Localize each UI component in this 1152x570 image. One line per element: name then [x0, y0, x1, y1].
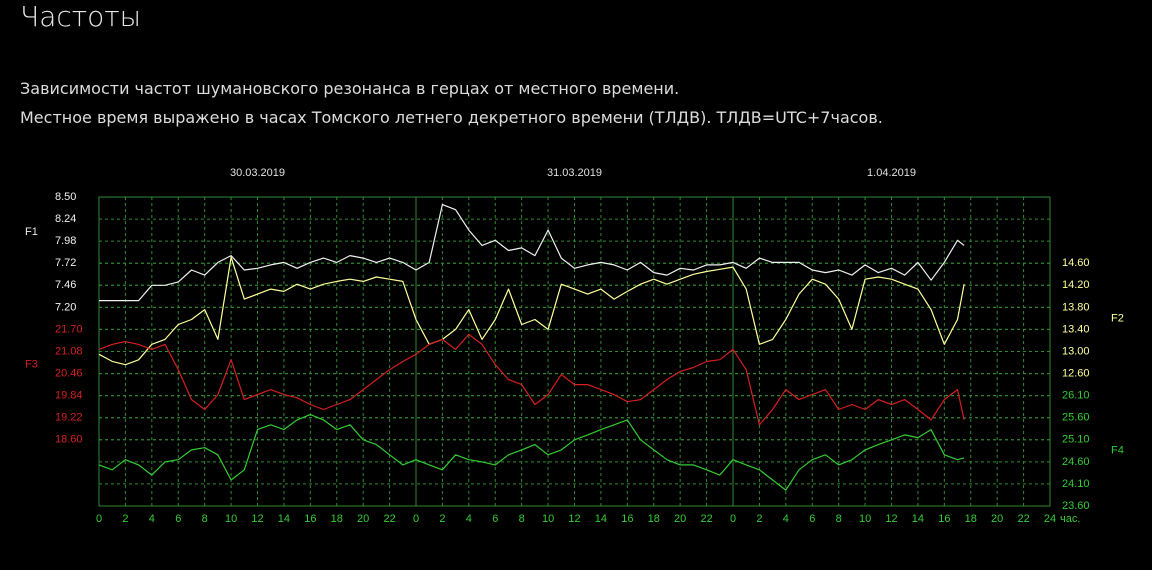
- y-tick-label: 18.60: [55, 434, 83, 446]
- x-tick-label: 6: [492, 513, 498, 525]
- y-tick-label: 12.60: [1062, 367, 1090, 379]
- plot-border: [98, 196, 1051, 507]
- x-tick-label: 16: [621, 513, 633, 525]
- x-tick-label: 18: [648, 513, 660, 525]
- y-tick-label: 14.20: [1062, 279, 1090, 291]
- x-tick-label: 12: [568, 513, 580, 525]
- y-tick-label: 7.20: [55, 301, 76, 313]
- x-tick-label: 10: [225, 513, 237, 525]
- y-tick-label: 13.00: [1062, 345, 1090, 357]
- x-tick-label: 4: [466, 513, 472, 525]
- date-label: 1.04.2019: [867, 167, 916, 179]
- axis-label: F2: [1111, 312, 1124, 324]
- axis-label: F4: [1111, 445, 1124, 457]
- x-tick-label: 12: [251, 513, 263, 525]
- x-tick-label: 16: [304, 513, 316, 525]
- axis-label: F3: [25, 359, 38, 371]
- x-tick-label: 14: [595, 513, 607, 525]
- x-tick-label: 0: [96, 513, 102, 525]
- x-tick-label: 2: [439, 513, 445, 525]
- x-tick-label: 22: [1017, 513, 1029, 525]
- x-tick-label: 20: [357, 513, 369, 525]
- x-tick-label: 20: [674, 513, 686, 525]
- x-tick-label: 22: [700, 513, 712, 525]
- x-tick-label: 12: [885, 513, 897, 525]
- series-line: [99, 204, 965, 302]
- y-tick-label: 26.10: [1062, 390, 1090, 402]
- series-line: [98, 414, 965, 491]
- x-tick-label: 8: [836, 513, 842, 525]
- x-tick-label: 18: [331, 513, 343, 525]
- x-tick-label: 10: [859, 513, 871, 525]
- x-tick-label: 4: [783, 513, 789, 525]
- y-tick-label: 21.70: [55, 323, 83, 335]
- x-tick-label: 8: [519, 513, 525, 525]
- x-tick-label: 14: [912, 513, 924, 525]
- y-tick-label: 14.60: [1062, 257, 1090, 269]
- y-tick-label: 7.72: [55, 257, 76, 269]
- axis-label: F1: [25, 226, 38, 238]
- x-tick-label: 4: [149, 513, 155, 525]
- y-tick-label: 8.50: [55, 191, 76, 203]
- x-tick-label: 10: [542, 513, 554, 525]
- y-tick-label: 19.22: [55, 412, 83, 424]
- x-tick-label: 2: [122, 513, 128, 525]
- x-tick-label: 24: [1044, 513, 1056, 525]
- description-line: Местное время выражено в часах Томского …: [20, 108, 883, 127]
- y-tick-label: 8.24: [55, 213, 76, 225]
- y-tick-label: 7.98: [55, 235, 76, 247]
- y-tick-label: 7.46: [55, 279, 76, 291]
- x-tick-label: 6: [809, 513, 815, 525]
- x-tick-label: 8: [202, 513, 208, 525]
- y-tick-label: 21.08: [55, 345, 83, 357]
- page-title: Частоты: [20, 0, 142, 33]
- y-tick-label: 13.40: [1062, 323, 1090, 335]
- y-tick-label: 19.84: [55, 390, 83, 402]
- x-tick-label: 2: [756, 513, 762, 525]
- x-axis-unit: час.: [1060, 513, 1080, 525]
- y-tick-label: 25.60: [1062, 412, 1090, 424]
- description-line: Зависимости частот шумановского резонанс…: [20, 79, 680, 98]
- x-tick-label: 0: [413, 513, 419, 525]
- x-tick-label: 0: [730, 513, 736, 525]
- y-tick-label: 25.10: [1062, 434, 1090, 446]
- y-tick-label: 13.80: [1062, 301, 1090, 313]
- y-tick-label: 24.10: [1062, 478, 1090, 490]
- x-tick-label: 18: [965, 513, 977, 525]
- x-tick-label: 16: [938, 513, 950, 525]
- date-label: 31.03.2019: [547, 167, 602, 179]
- series-line: [98, 256, 965, 366]
- y-tick-label: 24.60: [1062, 456, 1090, 468]
- date-label: 30.03.2019: [230, 167, 285, 179]
- y-tick-label: 23.60: [1062, 500, 1090, 512]
- x-tick-label: 14: [278, 513, 290, 525]
- series-line: [98, 333, 965, 426]
- x-tick-label: 20: [991, 513, 1003, 525]
- x-tick-label: 6: [175, 513, 181, 525]
- y-tick-label: 20.46: [55, 367, 83, 379]
- x-tick-label: 22: [383, 513, 395, 525]
